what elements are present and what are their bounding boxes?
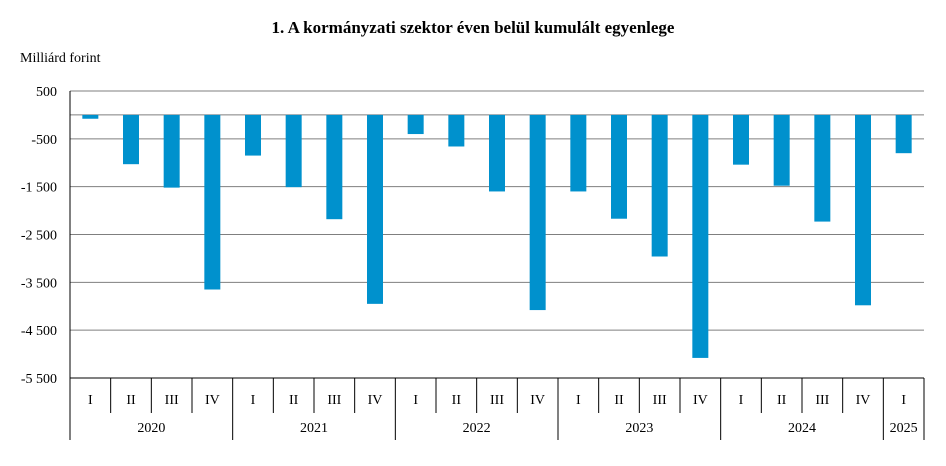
- x-tick-label: IV: [368, 393, 383, 408]
- y-tick-label: -2 500: [21, 229, 57, 244]
- y-tick-label: -3 500: [21, 276, 57, 291]
- bars: [82, 114, 912, 358]
- x-tick-label: IV: [530, 393, 545, 408]
- x-tick-label: II: [126, 393, 136, 408]
- bar: [814, 114, 831, 222]
- x-tick-label: I: [576, 393, 581, 408]
- y-tick-label: -4 500: [21, 324, 57, 339]
- x-tick-label: III: [653, 393, 667, 408]
- x-tick-label: IV: [693, 393, 708, 408]
- bar: [448, 114, 465, 147]
- x-tick-label: II: [614, 393, 624, 408]
- bar: [570, 114, 587, 192]
- bar: [855, 114, 871, 306]
- bar: [651, 114, 668, 257]
- x-group-label: 2025: [890, 421, 918, 436]
- bar: [407, 114, 424, 135]
- bar: [895, 114, 912, 154]
- x-tick-label: III: [815, 393, 829, 408]
- bar: [163, 114, 180, 188]
- y-tick-label: -1 500: [21, 181, 57, 196]
- y-axis-ticks: 500 -500 -1 500 -2 500 -3 500 -4 500 -5 500: [21, 85, 57, 387]
- x-group-label: 2022: [463, 421, 491, 436]
- x-group-label: 2024: [788, 421, 816, 436]
- x-group-label: 2023: [625, 421, 653, 436]
- x-tick-label: I: [413, 393, 418, 408]
- bar: [489, 114, 505, 192]
- bar: [326, 114, 343, 220]
- x-tick-label: I: [88, 393, 93, 408]
- x-tick-label: II: [452, 393, 462, 408]
- bar: [245, 114, 261, 156]
- x-axis: I II III IV I II III IV I II III IV I II III IV I II III IV…: [69, 91, 925, 440]
- bar: [82, 114, 99, 119]
- x-tick-label: IV: [205, 393, 220, 408]
- x-tick-label: III: [490, 393, 504, 408]
- y-tick-label: -500: [31, 133, 57, 148]
- x-tick-label: III: [327, 393, 341, 408]
- x-tick-label: II: [289, 393, 299, 408]
- bar: [773, 114, 790, 186]
- bar: [123, 114, 139, 165]
- chart-title: 1. A kormányzati szektor éven belül kumu…: [271, 18, 675, 37]
- bar: [285, 114, 302, 188]
- y-axis-unit-label: Milliárd forint: [20, 51, 101, 66]
- x-tick-label: I: [901, 393, 906, 408]
- x-tick-label: IV: [856, 393, 871, 408]
- x-group-label: 2020: [137, 421, 165, 436]
- x-group-label: 2021: [300, 421, 328, 436]
- bar: [204, 114, 221, 290]
- x-tick-label: III: [165, 393, 179, 408]
- bar: [367, 114, 383, 304]
- y-tick-label: 500: [36, 85, 57, 100]
- x-tick-label: II: [777, 393, 787, 408]
- bar: [611, 114, 627, 219]
- bar: [692, 114, 709, 358]
- y-tick-label: -5 500: [21, 372, 57, 387]
- x-tick-label: I: [739, 393, 744, 408]
- x-tick-label: I: [251, 393, 256, 408]
- bar: [529, 114, 546, 311]
- bar: [733, 114, 749, 165]
